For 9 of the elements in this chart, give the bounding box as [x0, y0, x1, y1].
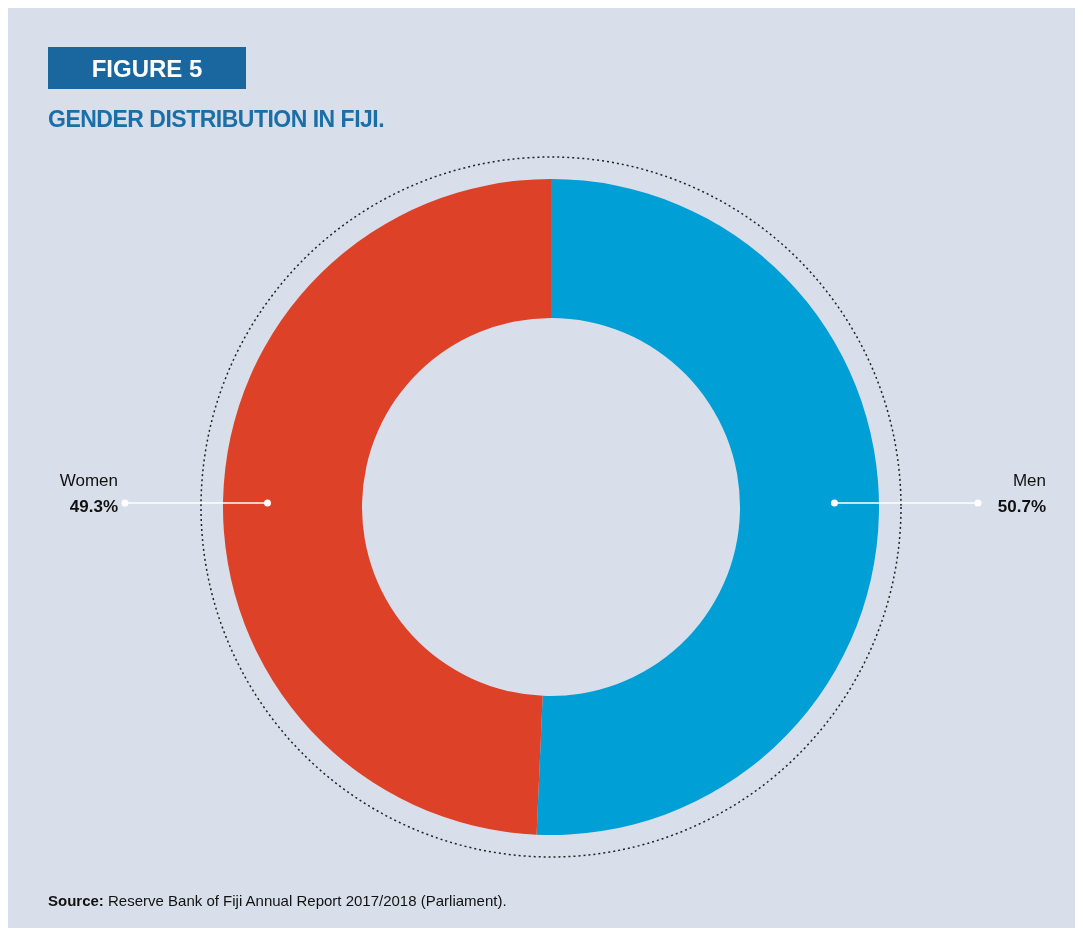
chart-title: FIGURE 5 — [91, 55, 203, 82]
chart-subtitle: GENDER DISTRIBUTION IN FIJI. — [48, 106, 385, 132]
data-label: 49.3% — [69, 497, 118, 516]
source-note: Source: Reserve Bank of Fiji Annual Report 2017/2018 (Parliament). — [48, 892, 507, 909]
slice-label: Women — [59, 471, 118, 490]
donut-slice — [536, 179, 879, 835]
data-label: 50.7% — [997, 497, 1046, 516]
slice-label: Men — [1012, 471, 1046, 490]
donut-slice — [223, 179, 551, 835]
